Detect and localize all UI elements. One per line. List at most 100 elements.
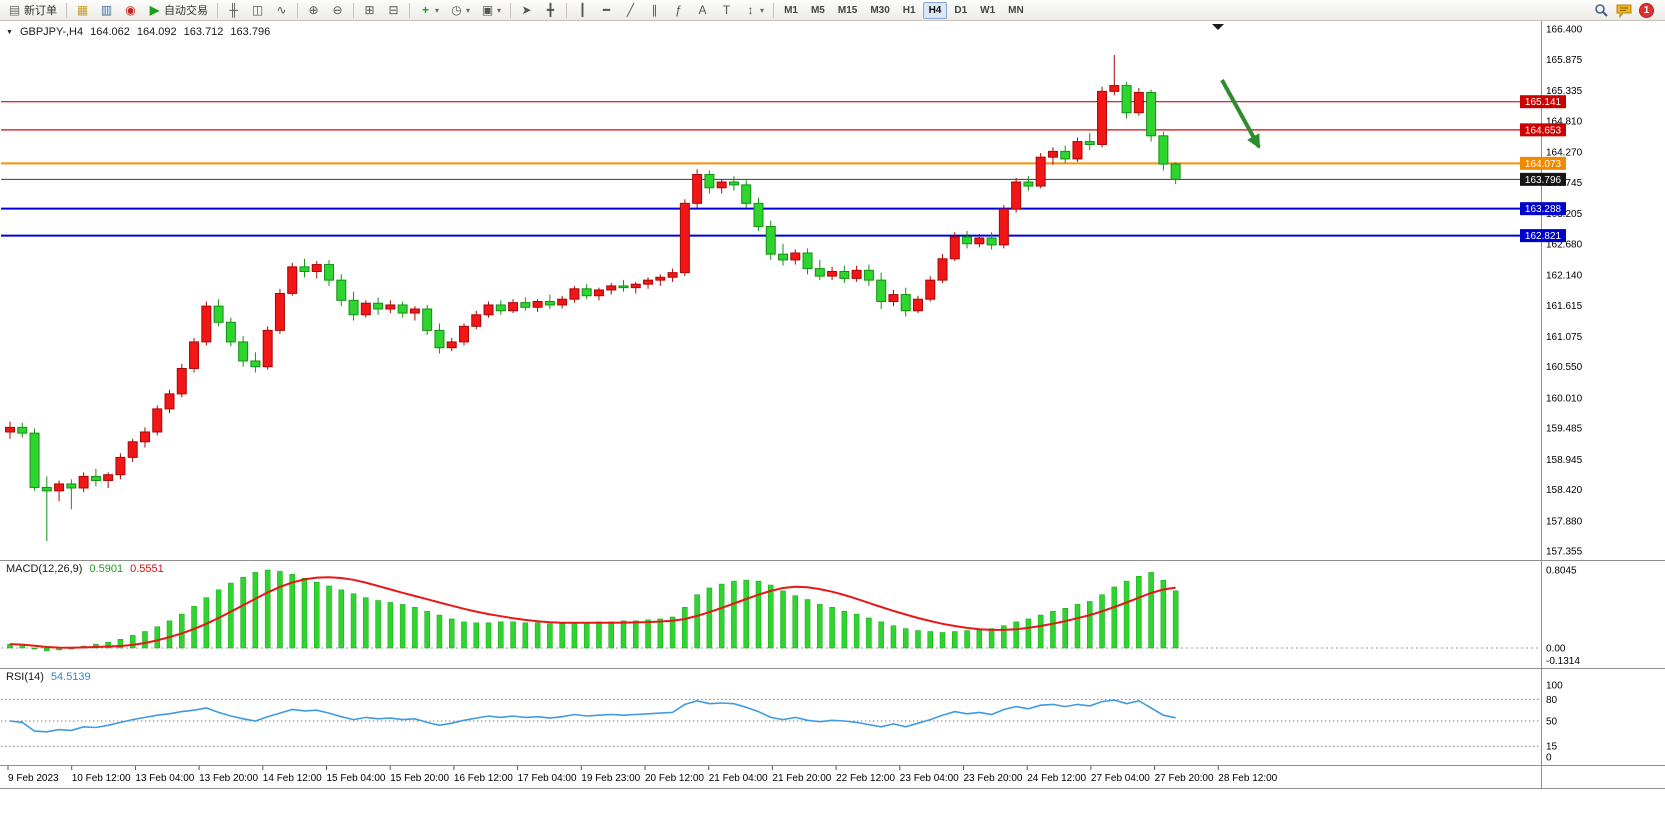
- tf-m30-button[interactable]: M30: [870, 4, 890, 16]
- macd-histogram-bar: [841, 610, 848, 649]
- indicators-button[interactable]: + ▾: [414, 1, 444, 19]
- candle-body: [54, 483, 65, 492]
- horizontal-line-button[interactable]: ━: [595, 1, 618, 19]
- arrows-button[interactable]: ↕ ▾: [739, 1, 769, 19]
- macd-histogram-bar: [326, 585, 332, 649]
- time-axis-label: 24 Feb 12:00: [1027, 773, 1086, 784]
- candle-body: [643, 279, 654, 285]
- tf-m5-button[interactable]: M5: [810, 4, 825, 16]
- toolbar-separator: [297, 2, 298, 18]
- add-indicator-icon: +: [421, 3, 429, 17]
- autotrading-button[interactable]: ▶ 自动交易: [143, 1, 213, 19]
- charts-button[interactable]: ▦: [71, 1, 94, 19]
- line-chart-button[interactable]: ∿: [270, 1, 293, 19]
- candle-body: [912, 298, 923, 312]
- toolbar-separator: [353, 2, 354, 18]
- tf-h1-button[interactable]: H1: [902, 4, 916, 16]
- text-button[interactable]: A: [691, 1, 714, 19]
- notifications-badge[interactable]: 1: [1639, 2, 1654, 18]
- candle-body: [262, 329, 273, 368]
- macd-histogram-bar: [1172, 590, 1179, 649]
- price-axis[interactable]: [1542, 22, 1665, 766]
- time-axis[interactable]: [0, 766, 1665, 789]
- bar-chart-button[interactable]: ╫: [222, 1, 245, 19]
- tf-m1-button[interactable]: M1: [784, 4, 798, 16]
- tf-d1-button[interactable]: D1: [954, 4, 968, 16]
- candle-body: [139, 431, 150, 443]
- tf-m15-button[interactable]: M15: [837, 4, 858, 16]
- chat-button[interactable]: [1616, 3, 1632, 18]
- tf-w1-button[interactable]: W1: [980, 4, 996, 16]
- candle-body: [189, 341, 200, 369]
- candle-body: [876, 279, 887, 303]
- timeframes-menu-button[interactable]: ◷ ▾: [445, 1, 475, 19]
- cursor-button[interactable]: ➤: [515, 1, 538, 19]
- price-axis-label: 164.270: [1546, 147, 1583, 158]
- macd-histogram-bar: [792, 595, 799, 649]
- candle-body: [716, 181, 727, 189]
- macd-histogram-bar: [461, 621, 467, 649]
- candle-body: [274, 292, 285, 331]
- price-axis-label: 160.010: [1546, 393, 1583, 404]
- main-chart-plot[interactable]: [0, 22, 1541, 560]
- macd-axis-label: 0.00: [1546, 644, 1566, 655]
- candle-body: [434, 329, 445, 349]
- tile-windows-button[interactable]: ⊞: [358, 1, 381, 19]
- text-label-button[interactable]: T: [715, 1, 738, 19]
- templates-button[interactable]: ▣ ▾: [476, 1, 506, 19]
- candle-body: [508, 302, 519, 312]
- candle-body: [1060, 150, 1071, 160]
- candle-body: [397, 304, 408, 314]
- macd-axis-label: -0.1314: [1546, 656, 1580, 667]
- tf-mn-button[interactable]: MN: [1008, 4, 1024, 16]
- trendline-button[interactable]: ╱: [619, 1, 642, 19]
- candle-body: [1158, 135, 1169, 165]
- candle-body: [778, 253, 789, 261]
- macd-histogram-bar: [902, 628, 909, 649]
- price-line-tag-text: 163.796: [1525, 175, 1562, 186]
- macd-histogram-bar: [412, 607, 418, 649]
- candlestick-chart-button[interactable]: ◫: [246, 1, 269, 19]
- candle-body: [164, 393, 175, 410]
- macd-histogram-bar: [988, 628, 995, 649]
- candle-body: [925, 279, 936, 300]
- search-button[interactable]: [1594, 3, 1609, 18]
- macd-histogram-bar: [289, 574, 295, 649]
- macd-histogram-bar: [44, 647, 50, 652]
- candle-body: [115, 456, 126, 476]
- profiles-button[interactable]: ▥: [95, 1, 118, 19]
- macd-histogram-bar: [866, 617, 872, 649]
- candle-body: [544, 301, 555, 306]
- trend-arrow[interactable]: [1220, 79, 1261, 149]
- macd-histogram-bar: [743, 579, 749, 649]
- candle-body: [176, 367, 187, 395]
- crosshair-button[interactable]: ╋: [539, 1, 562, 19]
- mql5-community-button[interactable]: ◉: [119, 1, 142, 19]
- price-axis-label: 166.400: [1546, 25, 1583, 36]
- macd-histogram-bar: [571, 622, 578, 649]
- candle-body: [127, 441, 138, 458]
- chart-shift-marker[interactable]: [1212, 24, 1224, 30]
- candle-body: [458, 325, 469, 343]
- macd-histogram-bar: [31, 647, 38, 650]
- macd-histogram-bar: [1050, 610, 1056, 649]
- vertical-line-button[interactable]: ┃: [571, 1, 594, 19]
- zoom-out-button[interactable]: ⊖: [326, 1, 349, 19]
- macd-histogram-bar: [620, 620, 627, 649]
- macd-histogram-bar: [105, 641, 111, 649]
- new-order-button[interactable]: ▤ 新订单: [3, 1, 62, 19]
- zoom-in-button[interactable]: ⊕: [302, 1, 325, 19]
- chevron-down-icon: ▾: [435, 5, 440, 15]
- candle-body: [311, 264, 322, 272]
- rsi-axis-label: 100: [1546, 681, 1563, 692]
- fibonacci-button[interactable]: ƒ: [667, 1, 690, 19]
- macd-histogram-bar: [976, 629, 983, 649]
- macd-histogram-bar: [853, 613, 860, 649]
- macd-histogram-bar: [890, 625, 897, 649]
- tf-h4-button[interactable]: H4: [922, 1, 948, 19]
- candle-body: [1047, 150, 1058, 158]
- price-axis-label: 158.420: [1546, 485, 1583, 496]
- arrange-windows-button[interactable]: ⊟: [382, 1, 405, 19]
- channel-button[interactable]: ∥: [643, 1, 666, 19]
